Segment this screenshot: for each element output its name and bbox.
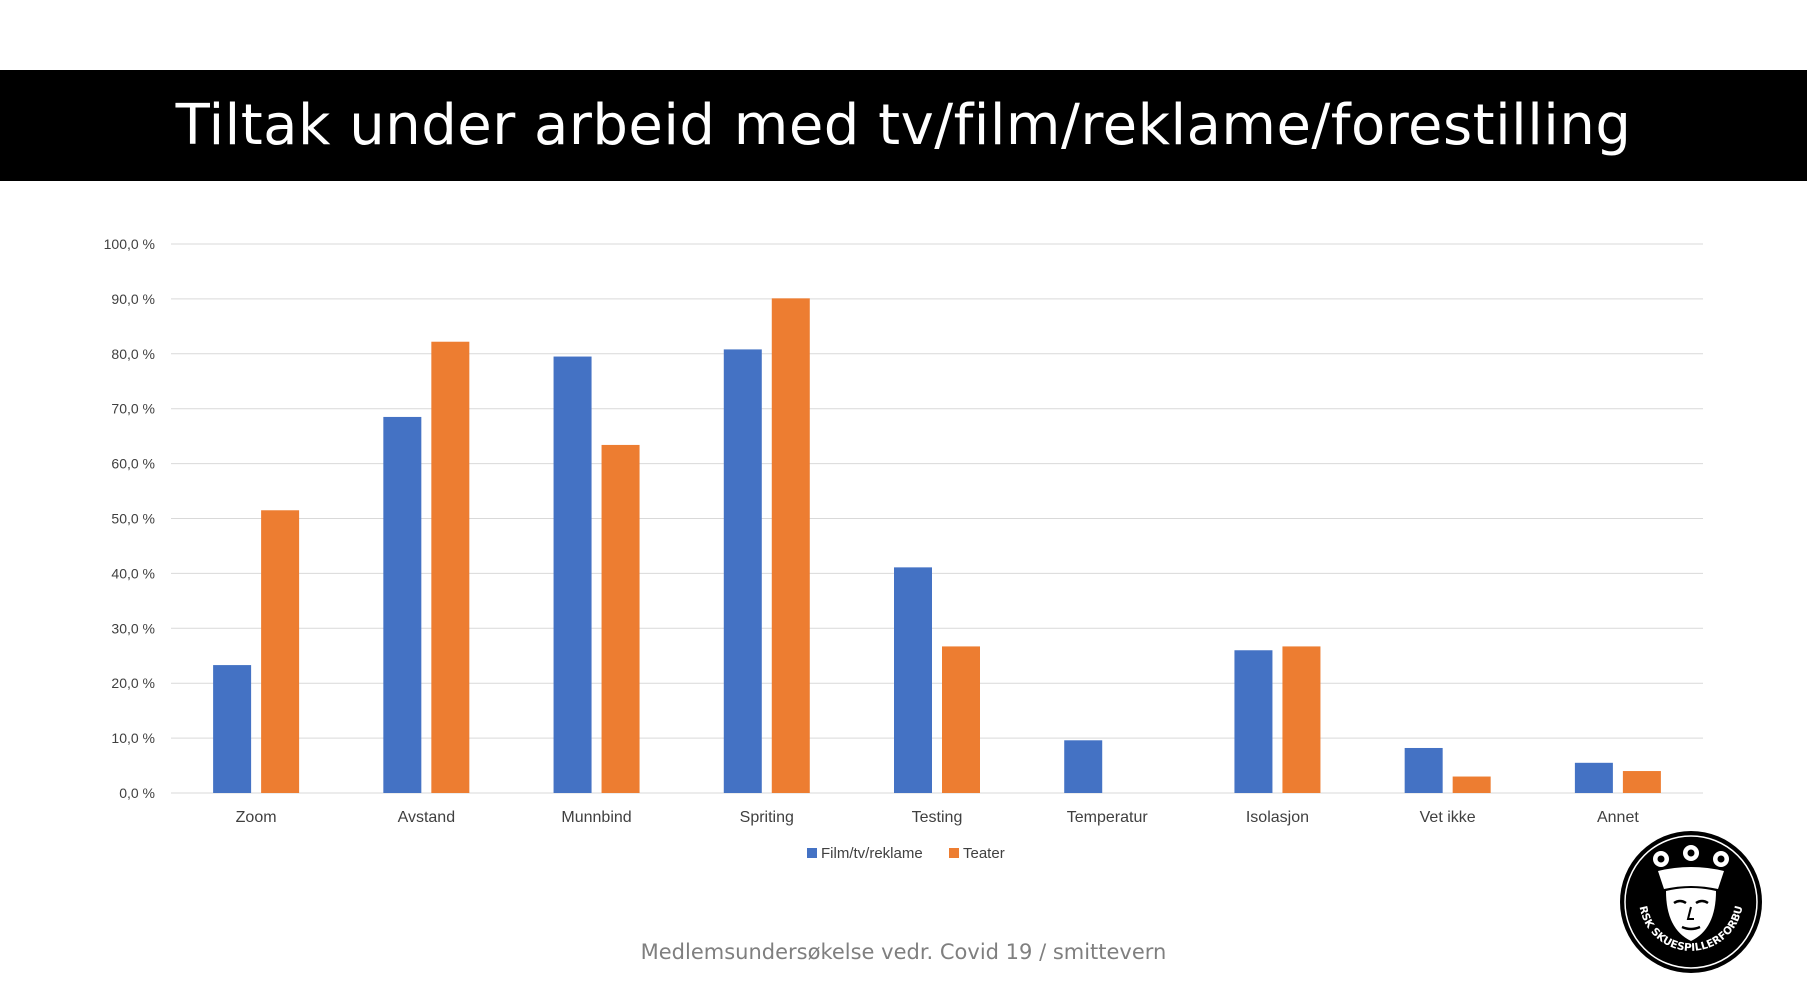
bar-film-zoom (213, 665, 252, 793)
y-axis-ticks: 0,0 % 10,0 % 20,0 % 30,0 % 40,0 % 50,0 % 60,0 … (104, 236, 155, 801)
bar-teater-spriting (771, 298, 810, 793)
bar-film-vet-ikke (1404, 747, 1443, 793)
y-tick-label: 90,0 % (111, 291, 155, 307)
bar-teater-annet (1622, 771, 1661, 793)
bar-film-annet (1574, 762, 1613, 793)
bar-film-spriting (723, 349, 762, 793)
bar-film-avstand (383, 416, 422, 793)
gridlines (171, 243, 1703, 794)
y-tick-label: 50,0 % (111, 511, 155, 527)
y-tick-label: 70,0 % (111, 401, 155, 417)
bar-teater-vet-ikke (1452, 776, 1491, 793)
legend-swatch (807, 848, 817, 858)
bar-teater-avstand (431, 341, 470, 793)
x-tick-label: Vet ikke (1420, 809, 1476, 826)
slide-title: Tiltak under arbeid med tv/film/reklame/… (175, 93, 1632, 158)
x-tick-label: Annet (1597, 809, 1639, 826)
legend: Film/tv/reklame Teater (807, 845, 1005, 862)
x-axis-ticks: Zoom Avstand Munnbind Spriting Testing Temper… (236, 809, 1640, 826)
union-logo: NORSK SKUESPILLERFORBUND (1618, 829, 1762, 973)
y-tick-label: 0,0 % (119, 785, 155, 801)
title-bar: Tiltak under arbeid med tv/film/reklame/… (0, 70, 1807, 181)
x-tick-label: Testing (912, 809, 963, 826)
bar-teater-testing (942, 646, 980, 793)
legend-label: Film/tv/reklame (821, 845, 923, 862)
legend-label: Teater (963, 845, 1005, 862)
x-tick-label: Temperatur (1067, 809, 1149, 826)
bar-film-temperatur (1064, 740, 1103, 793)
y-tick-label: 60,0 % (111, 456, 155, 472)
bar-chart: 0,0 % 10,0 % 20,0 % 30,0 % 40,0 % 50,0 % 60,0 … (104, 236, 1703, 862)
y-tick-label: 20,0 % (111, 675, 155, 691)
footer-text: Medlemsundersøkelse vedr. Covid 19 / smi… (640, 940, 1167, 964)
bar-film-isolasjon (1234, 650, 1273, 793)
bar-teater-isolasjon (1282, 646, 1321, 793)
x-tick-label: Spriting (740, 809, 794, 826)
y-tick-label: 80,0 % (111, 346, 155, 362)
y-tick-label: 10,0 % (111, 730, 155, 746)
y-tick-label: 40,0 % (111, 565, 155, 581)
y-tick-label: 30,0 % (111, 620, 155, 636)
legend-swatch (949, 848, 959, 858)
bar-film-munnbind (553, 356, 592, 793)
x-tick-label: Isolasjon (1246, 809, 1309, 826)
bar-teater-zoom (261, 510, 300, 793)
x-tick-label: Avstand (398, 809, 456, 826)
y-tick-label: 100,0 % (104, 236, 155, 252)
bars (213, 298, 1661, 793)
x-tick-label: Zoom (236, 809, 277, 826)
x-tick-label: Munnbind (561, 809, 631, 826)
bar-teater-munnbind (601, 444, 640, 793)
bar-film-testing (894, 567, 932, 793)
